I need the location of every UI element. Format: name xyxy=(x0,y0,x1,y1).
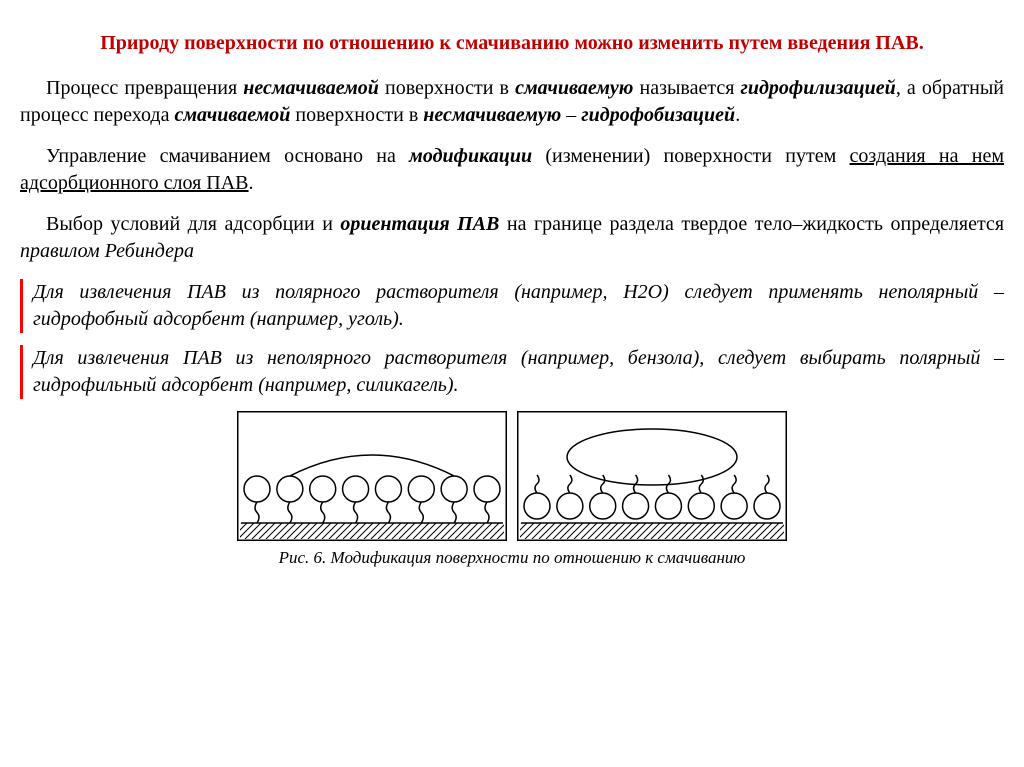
paragraph-3: Выбор условий для адсорбции и ориентация… xyxy=(20,211,1004,265)
text: Процесс превращения xyxy=(46,77,243,99)
figure-caption: Рис. 6. Модификация поверхности по отнош… xyxy=(20,547,1004,570)
text: на границе раздела твердое тело–жидкость… xyxy=(499,213,1004,235)
text: поверхности в xyxy=(379,77,515,99)
text: Выбор условий для адсорбции и xyxy=(46,213,340,235)
text: Управление смачиванием основано на xyxy=(46,145,409,167)
paragraph-2: Управление смачиванием основано на модиф… xyxy=(20,143,1004,197)
term-smachivaemoy2: смачиваемой xyxy=(174,104,290,126)
term-rebinder-rule: правилом Ребиндера xyxy=(20,240,194,262)
term-hydrophobization: гидрофобизацией xyxy=(581,104,735,126)
quote-block-2: Для извлечения ПАВ из неполярного раство… xyxy=(20,345,1004,399)
quote-block-1: Для извлечения ПАВ из полярного раствори… xyxy=(20,279,1004,333)
text: . xyxy=(249,172,254,194)
text: поверхности в xyxy=(290,104,423,126)
term-hydrophilization: гидрофилизацией xyxy=(741,77,896,99)
term-smachivaemuyu: смачиваемую xyxy=(515,77,633,99)
figure-6: Рис. 6. Модификация поверхности по отнош… xyxy=(20,411,1004,570)
page-title: Природу поверхности по отношению к смачи… xyxy=(20,30,1004,57)
text: называется xyxy=(633,77,740,99)
term-modification: модификации xyxy=(409,145,532,167)
text: . xyxy=(735,104,740,126)
text: (изменении) поверхности путем xyxy=(532,145,849,167)
figure-svg xyxy=(237,411,787,541)
paragraph-1: Процесс превращения несмачиваемой поверх… xyxy=(20,75,1004,129)
text: – xyxy=(561,104,581,126)
term-orientation-pav: ориентация ПАВ xyxy=(340,213,499,235)
term-nesmachivaemoy: несмачиваемой xyxy=(243,77,379,99)
term-nesmachivaemuyu: несмачиваемую xyxy=(423,104,561,126)
